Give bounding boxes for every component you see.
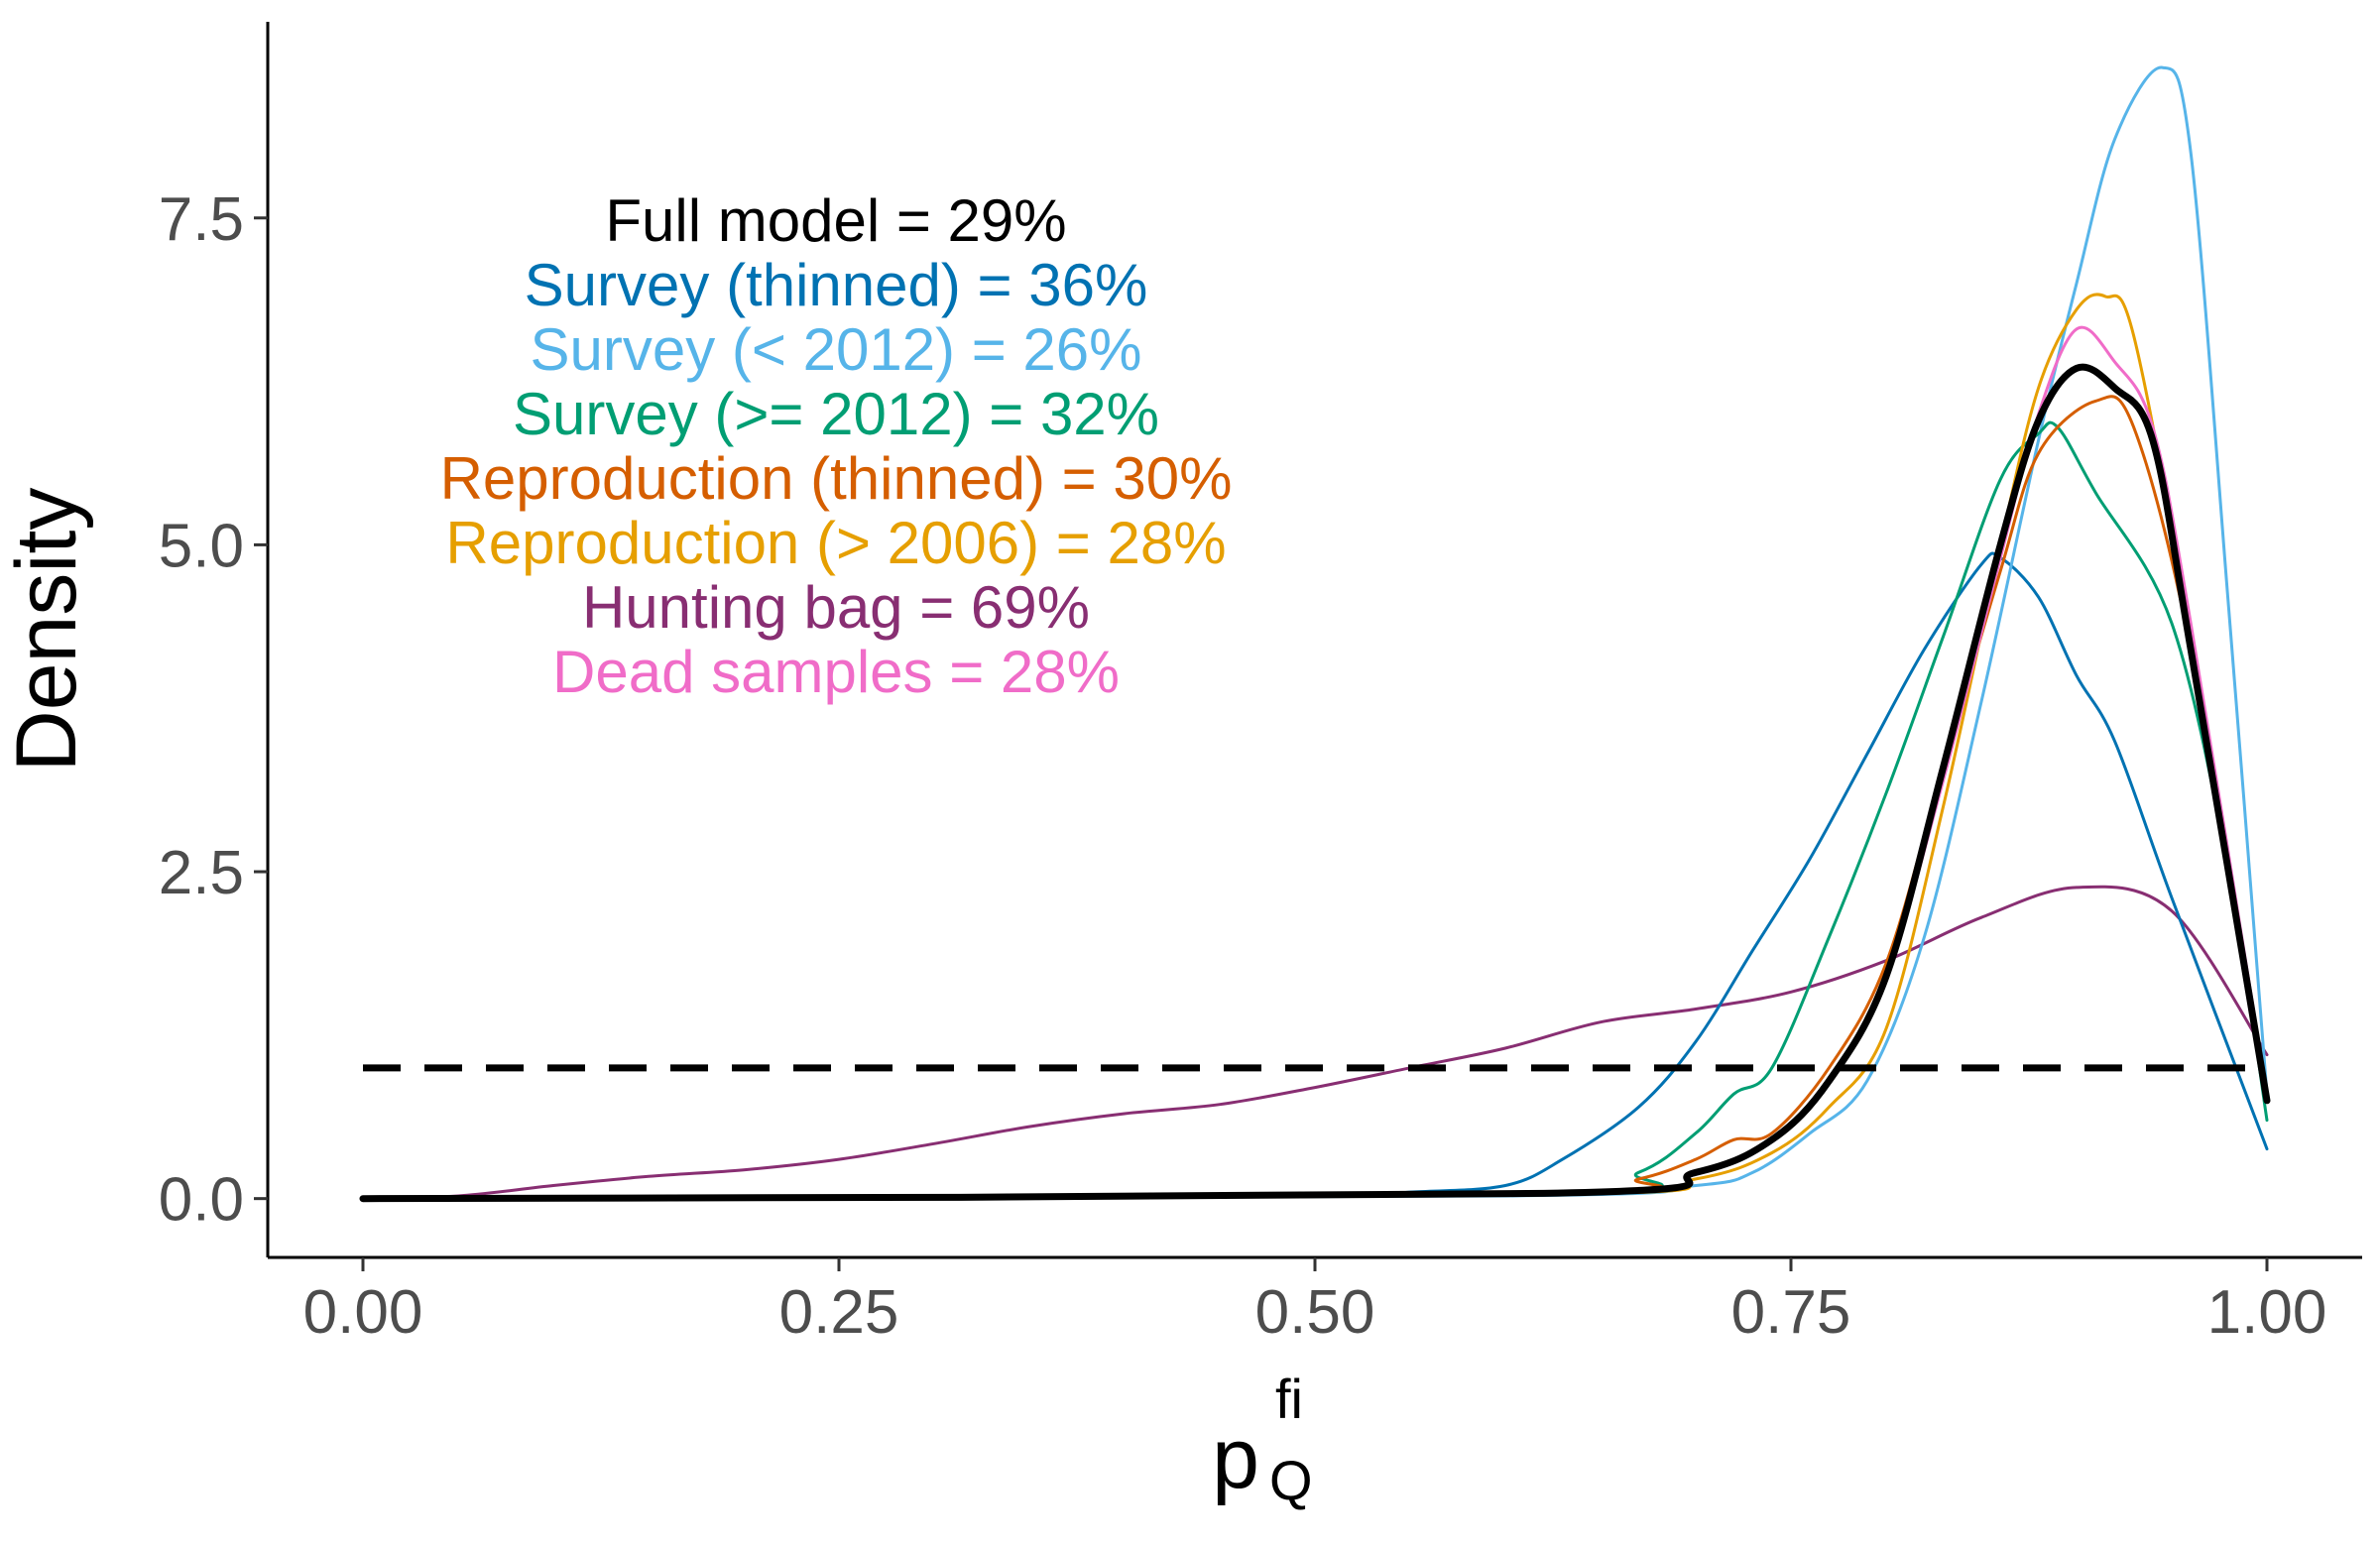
x-tick-label: 0.00 (303, 1278, 423, 1347)
annotation-label: Reproduction (> 2006) = 28% (445, 510, 1226, 576)
density-line-8 (359, 363, 2271, 1203)
annotation-label: Survey (>= 2012) = 32% (513, 381, 1159, 447)
x-axis-title-subscript: Q (1269, 1449, 1313, 1511)
x-tick-label: 0.25 (779, 1278, 899, 1347)
x-axis-ticks: 0.00 0.25 0.50 0.75 1.00 (303, 1257, 2327, 1347)
x-axis-title-superscript: fi (1275, 1368, 1303, 1430)
annotation-group: Full model = 29%Survey (thinned) = 36%Su… (440, 187, 1233, 705)
y-tick-label: 0.0 (159, 1166, 244, 1235)
series-group (359, 65, 2271, 1203)
y-axis-ticks: 0.0 2.5 5.0 7.5 (159, 185, 268, 1235)
annotation-label: Survey (thinned) = 36% (525, 252, 1148, 318)
x-axis-title-base: p (1212, 1411, 1259, 1506)
annotation-label: Full model = 29% (605, 187, 1066, 254)
y-tick-label: 2.5 (159, 839, 244, 907)
y-tick-label: 7.5 (159, 185, 244, 254)
annotation-label: Reproduction (thinned) = 30% (440, 445, 1233, 512)
x-tick-label: 1.00 (2207, 1278, 2327, 1347)
annotation-label: Hunting bag = 69% (582, 574, 1090, 641)
y-tick-label: 5.0 (159, 512, 244, 580)
annotation-label: Survey (< 2012) = 26% (530, 316, 1141, 383)
x-tick-label: 0.75 (1731, 1278, 1851, 1347)
annotation-label: Dead samples = 28% (552, 639, 1120, 705)
x-axis-title: p fi Q (1212, 1368, 1312, 1511)
y-axis-title: Density (0, 488, 94, 773)
density-line-1 (361, 885, 2269, 1201)
x-tick-label: 0.50 (1255, 1278, 1375, 1347)
